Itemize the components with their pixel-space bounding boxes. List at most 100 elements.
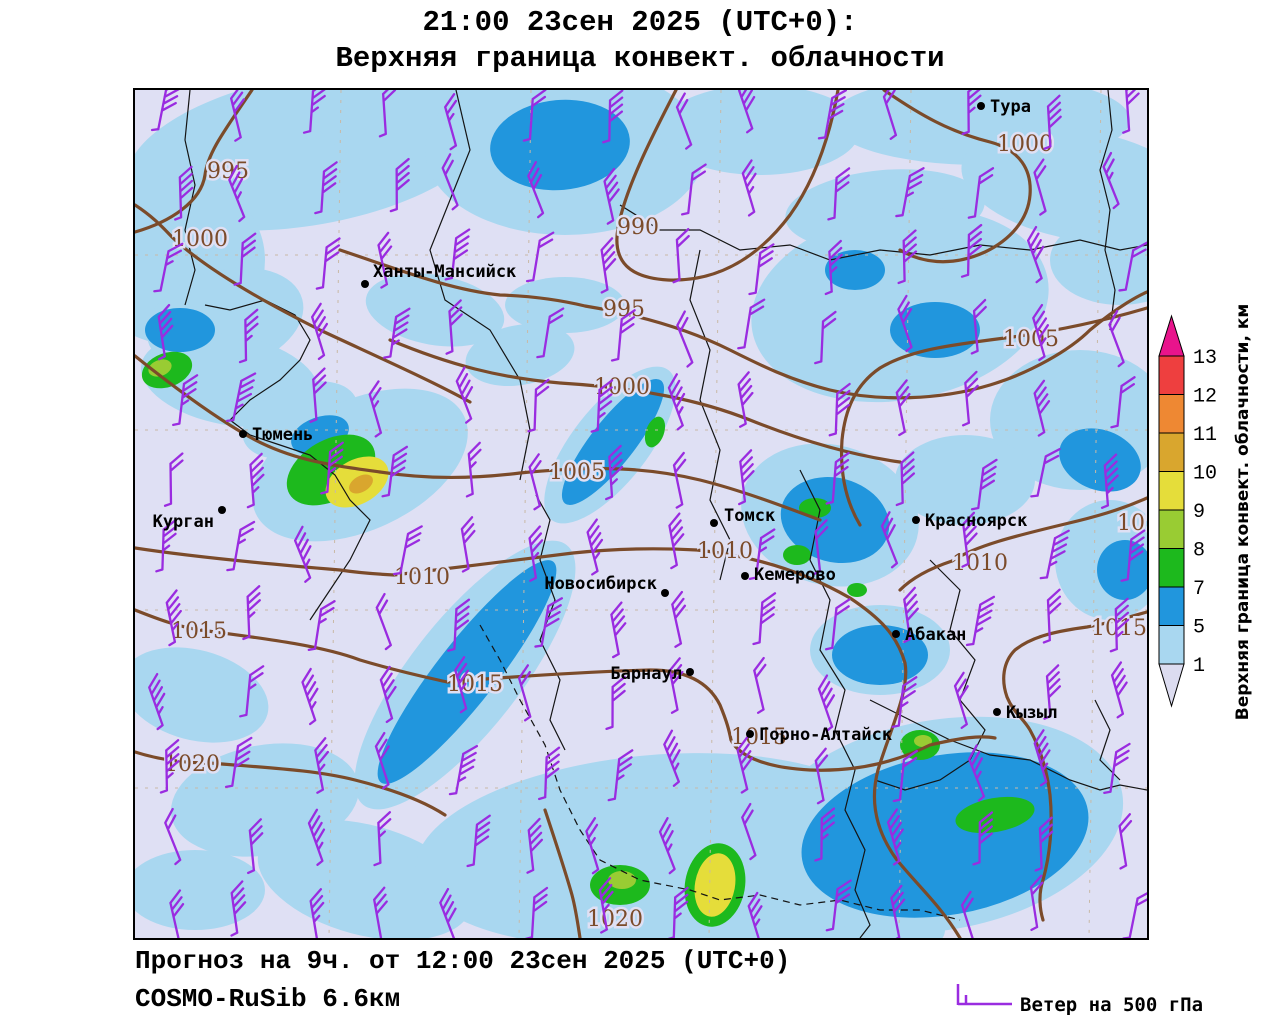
isobar-line [898,496,1147,592]
wind-barb-icon [230,880,247,937]
wind-barb-glyph [961,90,982,136]
isobar-label: 995 [207,159,249,184]
wind-barb-icon [814,807,836,862]
wind-barb-glyph [1118,241,1147,292]
wind-barb-icon [895,167,925,218]
wind-barb-glyph [892,749,918,803]
wind-barb-glyph [817,674,836,732]
wind-barb-legend-icon [956,984,1012,1006]
wind-barb-glyph [375,592,392,651]
colorbar-tick-label: 7 [1193,578,1205,601]
cloud-region-yg [608,871,636,889]
wind-barb-glyph [605,675,626,731]
wind-barb-icon [226,520,256,572]
wind-barb-glyph [460,516,476,573]
wind-barb-glyph [585,817,600,875]
wind-barb-icon [315,237,341,290]
wind-barb-icon [163,452,184,507]
wind-barb-icon [1118,241,1147,292]
wind-barb-glyph [1103,742,1131,794]
wind-barb-glyph [224,736,253,788]
wind-barb-icon [1122,90,1140,134]
wind-barb-icon [741,802,757,861]
wind-barb-icon [460,516,476,573]
wind-barb-icon [590,379,614,433]
wind-barb-icon [536,307,565,359]
colorbar-segment [1158,432,1185,472]
wind-barb-icon [747,891,763,938]
isobar-label: 990 [617,215,659,240]
city-label: Курган [153,512,214,532]
isobar-line [338,248,1147,400]
wind-barb-glyph [466,814,491,868]
wind-barb-icon [309,888,325,938]
wind-barb-glyph [607,749,634,802]
wind-barb-icon [155,518,178,573]
wind-barb-icon [748,528,776,580]
city-dot [912,516,920,524]
cloud-region-b1 [961,126,1147,244]
wind-barb-glyph [455,366,474,424]
wind-barb-icon [537,746,561,801]
wind-barb-icon [153,242,184,293]
wind-barb-icon [891,676,918,729]
wind-barb-glyph [965,595,996,647]
wind-barb-glyph [1108,309,1125,368]
wind-barb-icon [301,667,319,726]
city-markers: Тура Ханты-Мансийск Тюмень Курган Томск Новос… [153,97,1058,745]
wind-barb-icon [320,441,344,495]
wind-barb-icon [824,239,843,296]
colorbar-tick-label: 13 [1193,347,1217,370]
colorbar-tick-label: 11 [1193,424,1217,447]
wind-legend-barb [956,984,1012,1006]
colorbar-segment [1158,548,1185,588]
wind-barb-glyph [315,237,341,290]
wind-barb-icon [1033,158,1047,216]
wind-barb-icon [598,877,614,934]
wind-barb-icon [1030,447,1061,498]
wind-barb-icon [1043,94,1062,150]
region-border-line [869,699,1147,791]
wind-barb-icon [174,165,194,221]
wind-barb-glyph [524,886,549,938]
wind-barb-icon [224,736,253,788]
wind-barb-glyph [293,525,312,583]
wind-barb-glyph [738,90,756,134]
wind-barb-icon [1102,151,1120,210]
wind-barb-glyph [827,167,851,221]
cloud-region-b1 [505,277,625,333]
wind-barb-icon [164,807,182,866]
wind-barb-icon [605,675,626,731]
colorbar-tick-label: 1 [1193,655,1205,678]
wind-barb-glyph [311,302,329,361]
cloud-region-b2 [1097,540,1147,600]
wind-barb-glyph [448,744,479,796]
wind-barb-icon [441,153,459,211]
wind-barb-icon [444,93,458,151]
cloud-region-b2 [780,477,890,563]
wind-barb-icon [1033,379,1051,437]
wind-barb-glyph [897,294,913,353]
wind-barb-icon [169,889,185,938]
wind-barb-icon [392,525,423,576]
wind-barb-icon [736,736,754,794]
cloud-region-b1 [135,647,269,743]
wind-barb-glyph [302,90,327,134]
wind-barb-icon [225,372,257,423]
wind-barb-icon [970,298,987,355]
colorbar-segment [1158,509,1185,549]
colorbar-top-arrow [1158,314,1185,357]
wind-barb-icon [444,228,471,281]
wind-barb-glyph [1110,661,1128,719]
graticule-meridian [708,90,722,938]
wind-barb-glyph [439,887,457,938]
wind-barb-glyph [226,520,256,572]
wind-barb-icon [668,512,685,570]
wind-barb-icon [738,449,755,506]
city-label: Горно-Алтайск [759,725,892,745]
wind-barb-glyph [610,309,636,362]
wind-barb-icon [373,886,388,938]
wind-barb-icon [1026,225,1045,284]
wind-barb-glyph [895,167,925,218]
